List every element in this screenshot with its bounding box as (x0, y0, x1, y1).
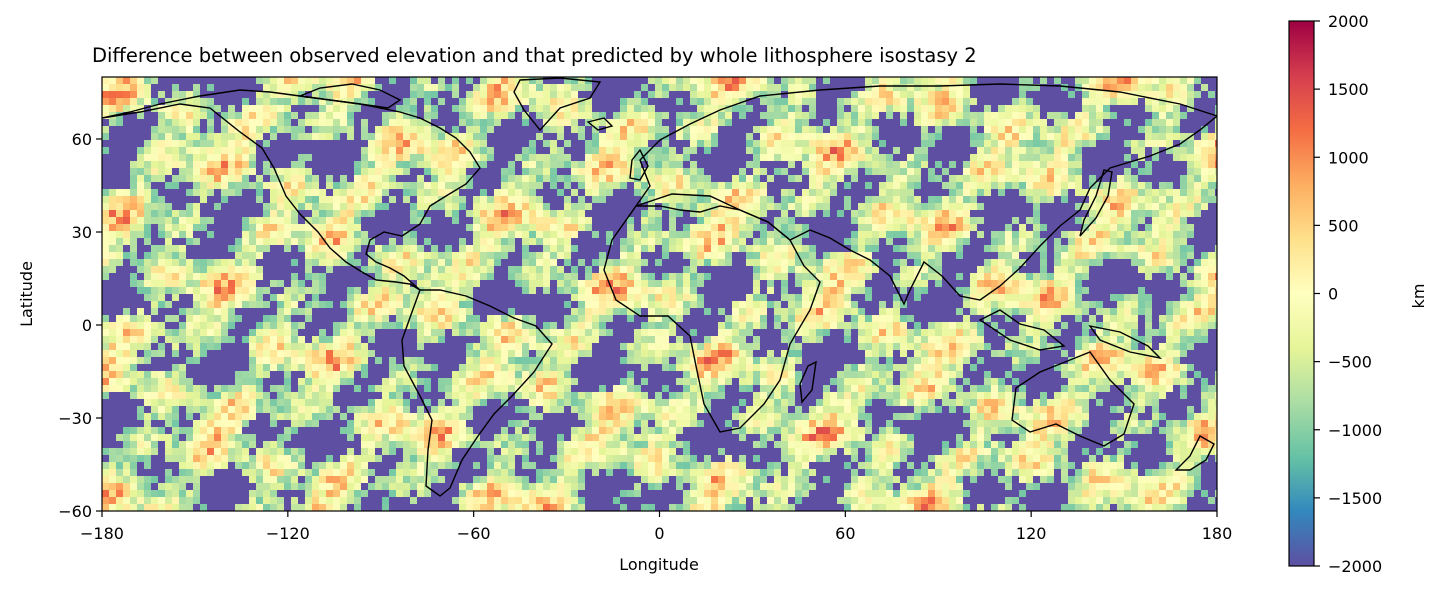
x-tick-label: −180 (80, 524, 124, 543)
y-tick-label: −30 (58, 409, 92, 428)
colorbar-tick-label: −1000 (1328, 421, 1382, 440)
colorbar-tick-label: 1500 (1328, 80, 1369, 99)
x-tick-label: 0 (654, 524, 664, 543)
coastline-madagascar (799, 360, 817, 404)
y-tick-label: 60 (72, 130, 92, 149)
x-tick-label: −60 (457, 524, 491, 543)
colorbar-tick-label: −500 (1328, 353, 1372, 372)
y-axis: −60 −30 0 30 60 (58, 130, 102, 521)
y-axis-label: Latitude (17, 261, 36, 327)
coastline-canada-islands (297, 83, 402, 109)
colorbar-tick-label: 500 (1328, 216, 1359, 235)
coastline-britain (629, 148, 649, 181)
x-axis-label: Longitude (619, 555, 699, 574)
x-axis: −180 −120 −60 0 60 120 180 (80, 511, 1232, 543)
colorbar-tick-label: 1000 (1328, 148, 1369, 167)
coastline-new-guinea (1088, 324, 1163, 360)
coastline-japan (1079, 169, 1113, 237)
colorbar-tick-label: −1500 (1328, 489, 1382, 508)
y-tick-label: −60 (58, 502, 92, 521)
x-tick-label: 120 (1016, 524, 1047, 543)
x-tick-label: 180 (1202, 524, 1233, 543)
y-tick-label: 0 (82, 316, 92, 335)
coastline-south-america (401, 289, 553, 497)
coastline-australia (1011, 351, 1135, 447)
colorbar-tick-label: 0 (1328, 285, 1338, 304)
colorbar-axis: −2000 −1500 −1000 −500 0 500 1000 1500 2000 (1314, 12, 1382, 576)
y-tick-label: 30 (72, 223, 92, 242)
coastline-iceland (586, 117, 614, 131)
coastline-indonesia (978, 309, 1066, 351)
x-tick-label: −120 (266, 524, 310, 543)
coastline-new-zealand (1174, 435, 1215, 471)
colorbar-tick-label: −2000 (1328, 557, 1382, 576)
colorbar (1288, 20, 1315, 567)
x-tick-label: 60 (835, 524, 855, 543)
colorbar-label: km (1409, 284, 1428, 309)
coastline-eurasia (634, 83, 1217, 306)
heatmap-field (102, 77, 1217, 511)
chart-title: Difference between observed elevation an… (92, 44, 977, 67)
colorbar-tick-label: 2000 (1328, 12, 1369, 31)
coastlines (102, 77, 1217, 497)
coastline-greenland (513, 77, 602, 132)
